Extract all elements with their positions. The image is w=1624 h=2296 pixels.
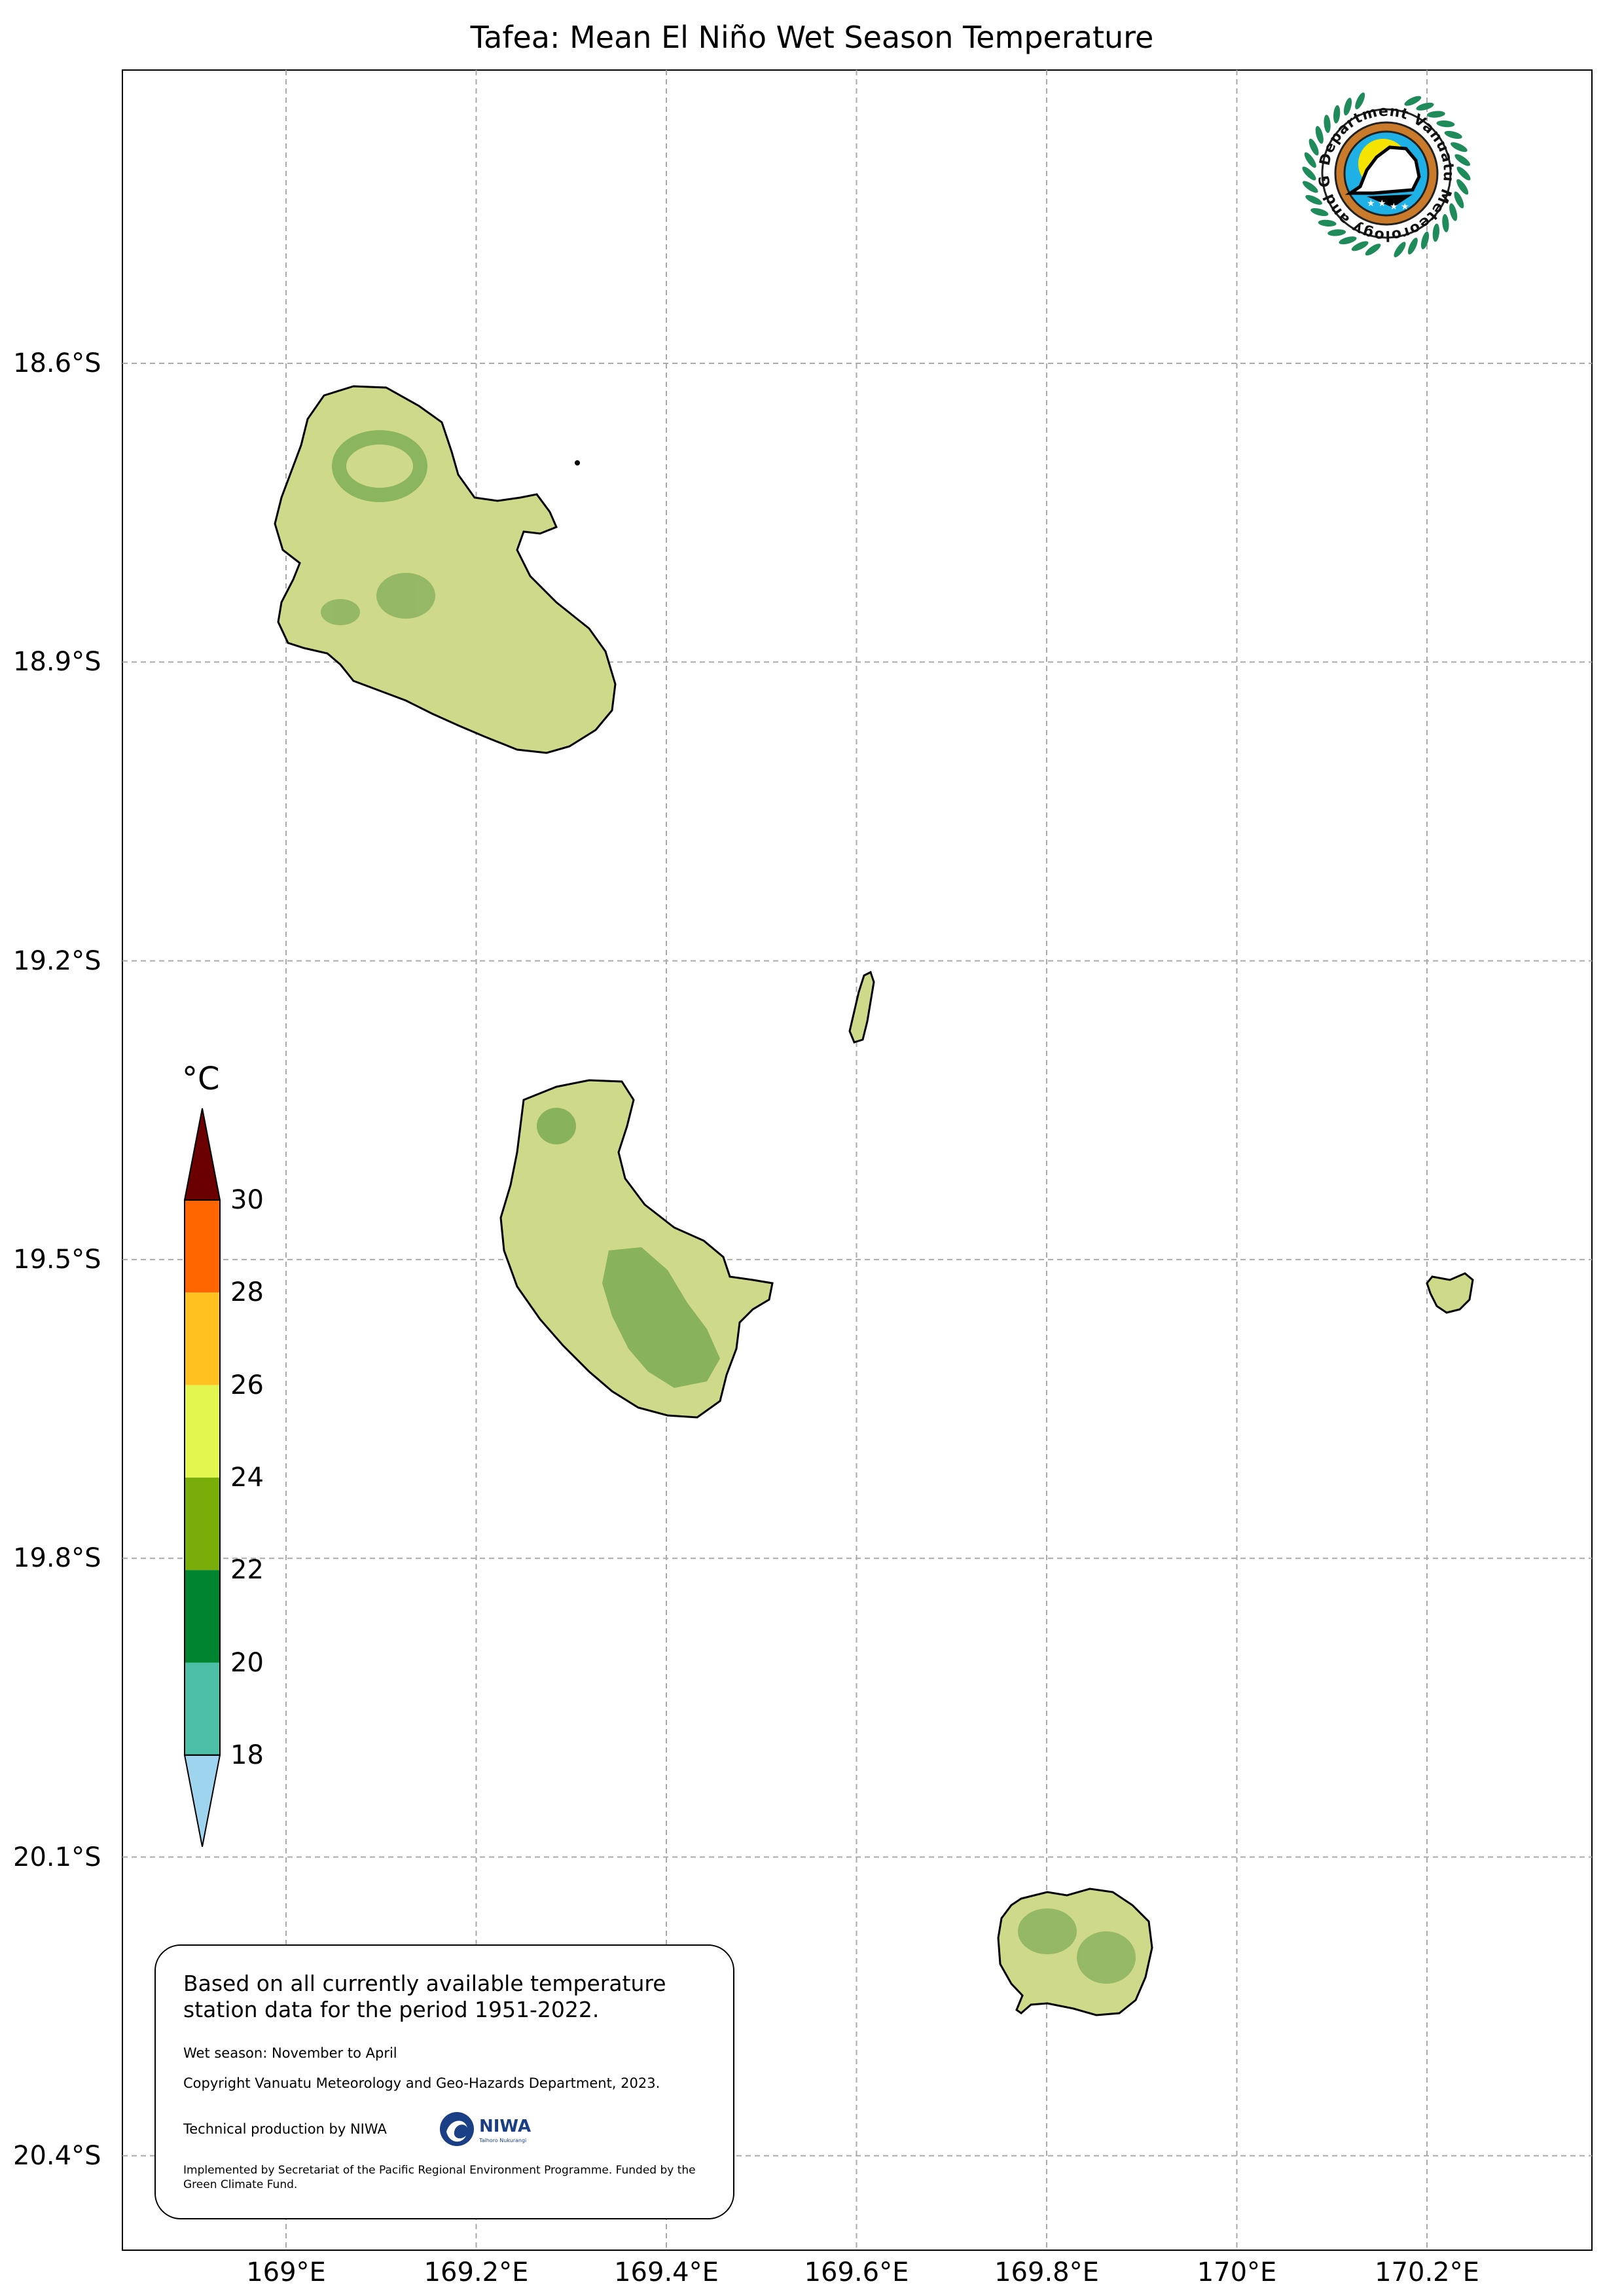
laurel-leaf [1339, 236, 1357, 245]
info-box: Based on all currently available tempera… [154, 1944, 734, 2219]
laurel-leaf [1315, 126, 1324, 144]
laurel-leaf [1449, 203, 1458, 221]
info-production: Technical production by NIWA [183, 2121, 387, 2137]
laurel-leaf [1304, 152, 1316, 168]
laurel-leaf [1407, 238, 1418, 255]
laurel-leaf [1327, 229, 1346, 236]
lon-label: 169.2°E [424, 2257, 529, 2287]
island-aniwa [848, 970, 875, 1044]
colorbar-outline [184, 1199, 221, 1756]
lon-label: 170°E [1197, 2257, 1277, 2287]
info-main-text: Based on all currently available tempera… [183, 1971, 666, 2022]
colorbar-bin [185, 1477, 220, 1571]
colorbar-tick-label: 20 [230, 1647, 264, 1678]
laurel-leaf [1302, 181, 1318, 193]
lon-label: 169.4°E [614, 2257, 719, 2287]
laurel-leaf [1324, 115, 1331, 134]
laurel-leaf [1456, 179, 1469, 195]
laurel-leaf [1454, 191, 1464, 209]
colorbar-tick-label: 24 [230, 1462, 264, 1493]
gridlines [122, 70, 1592, 2250]
laurel-leaf [1454, 154, 1471, 166]
laurel-leaf [1456, 166, 1471, 181]
island-futuna [1426, 1272, 1474, 1314]
niwa-logo: NIWA Taihoro Nukurangi [439, 2109, 550, 2153]
lat-label: 20.4°S [13, 2140, 101, 2171]
colorbar-bin [185, 1662, 220, 1755]
niwa-logo-text: NIWA [479, 2117, 531, 2136]
lat-label: 20.1°S [13, 1842, 101, 1872]
laurel-leaf [1302, 166, 1316, 181]
info-copyright: Copyright Vanuatu Meteorology and Geo-Ha… [183, 2075, 660, 2091]
laurel-leaf [1436, 120, 1455, 128]
laurel-leaf [1308, 138, 1319, 156]
lon-label: 169°E [246, 2257, 326, 2287]
colorbar [183, 1108, 221, 1847]
laurel-leaf [1365, 244, 1381, 256]
lon-label: 170.2°E [1375, 2257, 1479, 2287]
laurel-leaf [1333, 105, 1341, 124]
laurel-leaf [1318, 219, 1337, 227]
laurel-leaf [1394, 242, 1406, 258]
colorbar-unit: °C [182, 1061, 220, 1097]
islet-erromango-ne [575, 460, 580, 465]
lat-label: 19.8°S [13, 1543, 101, 1574]
laurel-leaf [1305, 194, 1322, 205]
laurel-leaf [1416, 102, 1434, 111]
colorbar-tick-label: 22 [230, 1555, 264, 1586]
island-erromango [274, 385, 617, 754]
laurel-leaf [1404, 96, 1422, 106]
svg-text:★ ★: ★ ★ [1390, 202, 1409, 212]
laurel-wreath [1302, 92, 1471, 258]
laurel-leaf [1355, 92, 1365, 109]
colorbar-bin [185, 1570, 220, 1663]
vmgd-logo: ★ ★ ★ ★ Department Vanuatu Meteorology a… [1302, 92, 1471, 258]
lon-label: 169.6°E [804, 2257, 909, 2287]
colorbar-bin [185, 1200, 220, 1293]
svg-text:★ ★: ★ ★ [1367, 198, 1386, 209]
colorbar-bin [185, 1385, 220, 1478]
laurel-leaf [1432, 223, 1439, 242]
niwa-tagline: Taihoro Nukurangi [478, 2138, 526, 2143]
erromango-highlands [321, 430, 435, 625]
info-implemented: Implemented by Secretariat of the Pacifi… [183, 2164, 696, 2191]
colorbar-tick-label: 26 [230, 1370, 264, 1400]
lon-label: 169.8°E [994, 2257, 1099, 2287]
lat-label: 18.6°S [13, 348, 101, 378]
laurel-leaf [1451, 142, 1468, 153]
tanna-highlands [537, 1108, 720, 1388]
laurel-leaf [1310, 208, 1329, 217]
colorbar-tick-label: 28 [230, 1277, 264, 1308]
lat-label: 19.2°S [13, 945, 101, 976]
laurel-leaf [1351, 241, 1369, 251]
lat-label: 18.9°S [13, 647, 101, 678]
colorbar-bin [185, 1292, 220, 1385]
aneityum-highlands [1018, 1908, 1136, 1984]
map-title: Tafea: Mean El Niño Wet Season Temperatu… [470, 20, 1154, 55]
colorbar-tick-label: 18 [230, 1740, 264, 1770]
info-season: Wet season: November to April [183, 2045, 397, 2061]
laurel-leaf [1420, 231, 1430, 249]
laurel-leaf [1444, 130, 1462, 139]
laurel-leaf [1426, 111, 1445, 118]
laurel-leaf [1442, 213, 1449, 232]
colorbar-tick-label: 30 [230, 1185, 264, 1215]
laurel-leaf [1343, 98, 1352, 116]
lat-label: 19.5°S [13, 1244, 101, 1275]
